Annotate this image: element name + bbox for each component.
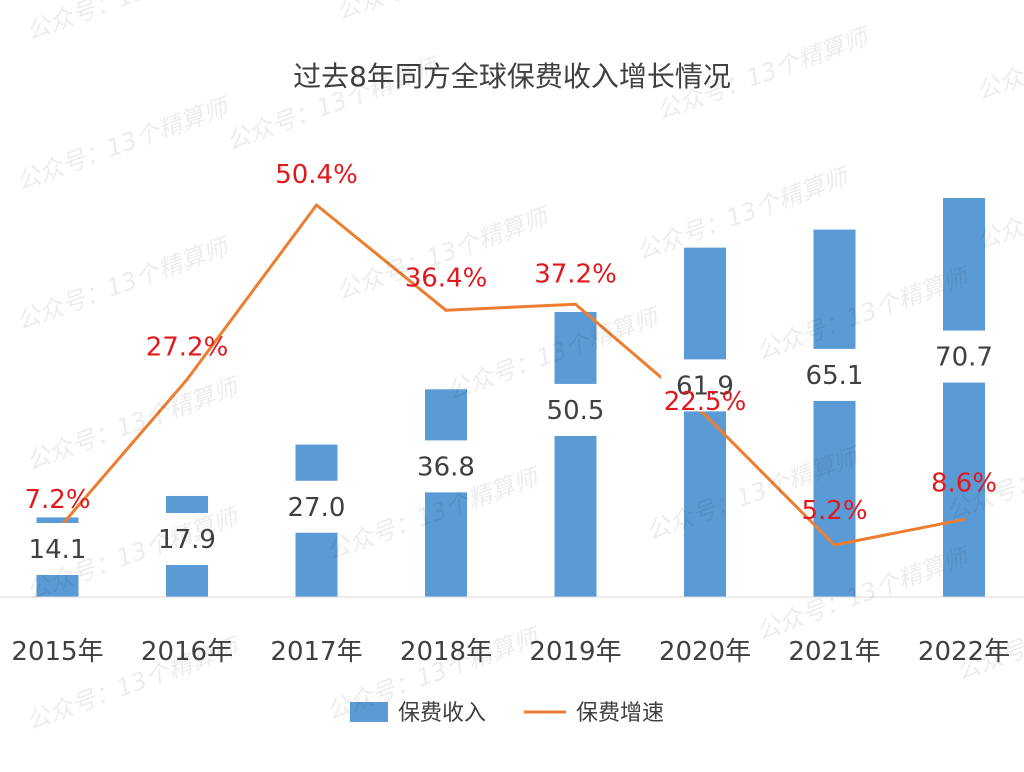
rate-point-1: [185, 378, 189, 382]
bar-value-label-4: 50.5: [547, 396, 605, 426]
rate-value-label-4: 37.2%: [534, 259, 617, 289]
rate-point-2: [315, 203, 318, 207]
bar-value-labels: 14.1 17.9 27.0 36.8 50.5 61.9 65.1 70.7: [13, 330, 1008, 575]
x-tick-label-3: 2018年: [400, 637, 492, 667]
chart-title: 过去8年同方全球保费收入增长情况: [293, 60, 731, 93]
bar-label-bg-6: [790, 348, 879, 401]
bar-3: [425, 389, 467, 597]
rate-value-label-7: 8.6%: [931, 468, 997, 498]
rate-point-6: [833, 543, 836, 547]
x-tick-label-5: 2020年: [659, 637, 751, 667]
rate-value-label-6: 5.2%: [801, 496, 867, 526]
x-tick-label-2: 2017年: [270, 637, 362, 667]
bar-label-bg-2: [272, 480, 361, 533]
bar-value-label-6: 65.1: [806, 361, 864, 391]
bar-4: [554, 311, 597, 597]
bar-label-bg-4: [531, 383, 620, 436]
x-axis-ticks: 2015年 2016年 2017年 2018年 2019年 2020年 2021年 2022年: [11, 637, 1010, 667]
bar-label-bg-5: [661, 359, 749, 412]
bar-label-bg-7: [920, 330, 1008, 383]
rate-value-label-3: 36.4%: [405, 263, 488, 293]
line-series: [56, 203, 966, 547]
bar-label-bg-1: [143, 513, 231, 565]
legend-line-label: 保费增速: [576, 701, 664, 726]
legend: 保费收入 保费增速: [350, 701, 664, 726]
rate-point-7: [962, 517, 966, 521]
bar-value-label-1: 17.9: [158, 525, 216, 555]
x-tick-label-4: 2019年: [529, 637, 621, 667]
bar-5: [684, 247, 726, 597]
rate-value-label-5: 22.5%: [664, 387, 747, 417]
legend-bar-swatch: [350, 702, 388, 722]
bar-value-label-2: 27.0: [288, 493, 346, 523]
rate-point-5: [703, 413, 707, 417]
bar-label-bg-3: [402, 440, 490, 493]
legend-bar-label: 保费收入: [398, 701, 486, 726]
x-tick-label-1: 2016年: [141, 637, 233, 667]
x-tick-label-6: 2021年: [788, 637, 880, 667]
x-tick-label-7: 2022年: [918, 637, 1010, 667]
rate-point-4: [574, 302, 577, 306]
rate-value-labels: 7.2% 27.2% 50.4% 36.4% 37.2% 22.5% 5.2% 8.6%: [24, 160, 997, 526]
x-tick-label-0: 2015年: [11, 637, 103, 667]
bar-value-label-7: 70.7: [935, 343, 993, 373]
bar-7: [943, 197, 985, 597]
rate-point-3: [444, 308, 448, 312]
bar-6: [813, 229, 856, 597]
rate-line: [56, 203, 965, 547]
bar-value-label-3: 36.8: [417, 452, 475, 482]
bar-value-label-0: 14.1: [29, 535, 87, 565]
rate-value-label-2: 50.4%: [275, 160, 358, 190]
bar-value-label-5: 61.9: [676, 371, 734, 401]
bar-label-bg-0: [13, 523, 102, 575]
rate-value-label-0: 7.2%: [24, 485, 90, 515]
rate-value-label-1: 27.2%: [146, 333, 229, 363]
